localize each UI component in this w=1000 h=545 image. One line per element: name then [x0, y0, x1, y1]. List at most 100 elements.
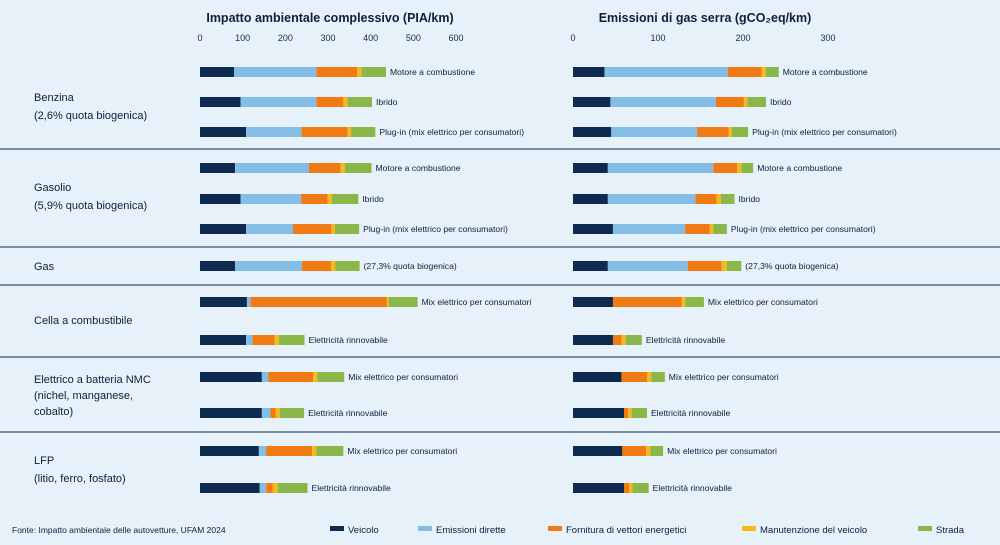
bar-segment — [308, 163, 341, 173]
group-label: Benzina — [34, 92, 75, 104]
bar-segment — [246, 335, 253, 345]
legend-swatch — [330, 526, 344, 531]
bar-label: Ibrido — [739, 194, 761, 204]
bar-segment — [340, 163, 346, 173]
bar-label: Mix elettrico per consumatori — [422, 297, 532, 307]
bar-segment — [731, 127, 749, 137]
bar-label: Elettricità rinnovabile — [646, 335, 726, 345]
legend-swatch — [548, 526, 562, 531]
bar-segment — [573, 224, 613, 234]
bar-segment — [651, 372, 665, 382]
bar-segment — [761, 67, 766, 77]
bar-segment — [573, 127, 612, 137]
bar-segment — [335, 261, 360, 271]
group-dividers — [0, 148, 1000, 433]
group-label: cobalto) — [34, 406, 73, 418]
bar-segment — [327, 194, 332, 204]
bar-segment — [293, 224, 332, 234]
bar-segment — [200, 446, 259, 456]
bar-segment — [632, 483, 649, 493]
bar-segment — [316, 67, 358, 77]
bar-segment — [301, 261, 331, 271]
tick-label: 200 — [278, 33, 293, 43]
bar-segment — [646, 372, 652, 382]
group-label: LFP — [34, 455, 54, 467]
bar-segment — [277, 483, 308, 493]
panel-pia-title: Impatto ambientale complessivo (PIA/km) — [206, 11, 453, 25]
group-label: Gasolio — [34, 182, 71, 194]
bar-label: Motore a combustione — [376, 163, 461, 173]
bar-segment — [259, 483, 267, 493]
bar-segment — [573, 97, 611, 107]
tick-label: 500 — [406, 33, 421, 43]
tick-label: 600 — [448, 33, 463, 43]
bar-segment — [316, 97, 344, 107]
bar-segment — [270, 408, 276, 418]
bar-segment — [312, 446, 317, 456]
bar-segment — [200, 163, 235, 173]
bar-segment — [573, 194, 608, 204]
bar-segment — [200, 297, 247, 307]
bar-segment — [345, 163, 372, 173]
bar-segment — [357, 67, 362, 77]
tick-label: 300 — [820, 33, 835, 43]
bar-segment — [200, 408, 262, 418]
bar-label: Mix elettrico per consumatori — [348, 372, 458, 382]
bar-segment — [278, 335, 305, 345]
bar-segment — [765, 67, 779, 77]
bar-segment — [274, 335, 279, 345]
bar-segment — [573, 446, 623, 456]
bar-segment — [343, 97, 348, 107]
bar-segment — [695, 194, 717, 204]
bar-segment — [200, 261, 235, 271]
bar-segment — [743, 97, 748, 107]
bar-segment — [713, 224, 727, 234]
legend-swatch — [742, 526, 756, 531]
bar-segment — [727, 67, 762, 77]
bar-segment — [625, 335, 642, 345]
bar-segment — [301, 127, 348, 137]
bar-segment — [275, 408, 280, 418]
bar-label: Elettricità rinnovabile — [651, 408, 731, 418]
group-label: Cella a combustibile — [34, 315, 132, 327]
bar-segment — [697, 127, 729, 137]
bar-segment — [573, 408, 624, 418]
bar-label: Ibrido — [770, 97, 792, 107]
bar-segment — [631, 408, 647, 418]
legend-label: Fornitura di vettori energetici — [566, 525, 686, 536]
bar-segment — [347, 127, 352, 137]
bar-segment — [266, 446, 313, 456]
bar-label: (27,3% quota biogenica) — [745, 261, 838, 271]
tick-label: 0 — [570, 33, 575, 43]
legend: Veicolo Emissioni dirette Fornitura di vet… — [330, 525, 965, 536]
bar-segment — [713, 163, 738, 173]
bar-segment — [726, 261, 742, 271]
bar-segment — [611, 127, 698, 137]
bar-segment — [261, 372, 269, 382]
bar-segment — [266, 483, 273, 493]
bar-segment — [741, 163, 754, 173]
legend-label: Veicolo — [348, 525, 379, 536]
bar-segment — [573, 163, 608, 173]
bar-label: Ibrido — [362, 194, 384, 204]
bar-segment — [685, 297, 704, 307]
bar-label: Plug-in (mix elettrico per consumatori) — [379, 127, 524, 137]
bar-segment — [268, 372, 314, 382]
bar-segment — [316, 446, 344, 456]
bar-segment — [272, 483, 278, 493]
group-labels: Benzina (2,6% quota biogenica) Gasolio (5,9… — [34, 92, 151, 485]
bar-label: Mix elettrico per consumatori — [708, 297, 818, 307]
tick-label: 0 — [197, 33, 202, 43]
tick-label: 200 — [735, 33, 750, 43]
source-note: Fonte: Impatto ambientale delle autovett… — [12, 525, 226, 535]
bar-segment — [685, 224, 710, 234]
bar-segment — [200, 67, 235, 77]
bar-segment — [200, 97, 241, 107]
bar-segment — [610, 97, 716, 107]
tick-label: 300 — [320, 33, 335, 43]
bar-segment — [747, 97, 766, 107]
bar-segment — [334, 224, 360, 234]
bar-segment — [200, 127, 247, 137]
legend-swatch — [418, 526, 432, 531]
